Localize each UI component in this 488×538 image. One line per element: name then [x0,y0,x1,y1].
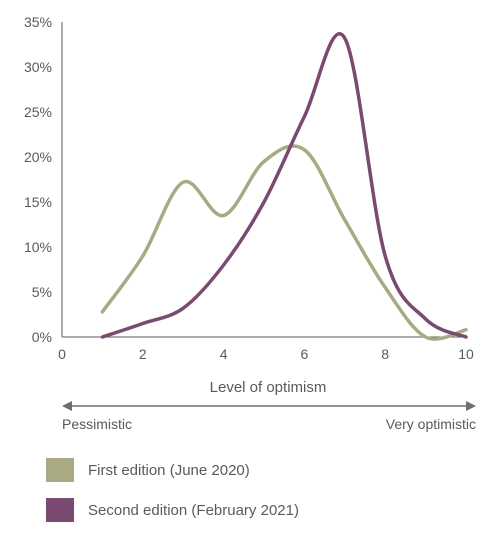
x-tick-label: 8 [381,346,389,362]
x-axis-label: Level of optimism [210,379,327,396]
pessimistic-label: Pessimistic [62,416,132,432]
legend-item-second-edition: Second edition (February 2021) [46,498,466,522]
y-tick-label: 25% [24,104,52,120]
labels-layer: Level of optimism Pessimistic Very optim… [62,379,476,432]
x-tick-label: 2 [139,346,147,362]
legend-swatch-second-edition [46,498,74,522]
x-tick-label: 6 [301,346,309,362]
series-layer [100,32,468,341]
y-tick-label: 35% [24,14,52,30]
y-tick-label: 10% [24,239,52,255]
y-tick-label: 20% [24,149,52,165]
axes-layer: 0% 5% 10% 15% 20% 25% 30% 35% 0 2 4 6 8 10 [24,14,474,362]
chart-container: 0% 5% 10% 15% 20% 25% 30% 35% 0 2 4 6 8 10 Level of o… [24,14,476,522]
arrow-left-icon [62,401,72,411]
line-chart: 0% 5% 10% 15% 20% 25% 30% 35% 0 2 4 6 8 10 Level of o… [24,14,476,432]
y-tick-label: 15% [24,194,52,210]
y-tick-label: 30% [24,59,52,75]
y-tick-label: 0% [32,329,52,345]
legend: First edition (June 2020) Second edition… [46,458,466,538]
x-tick-label: 10 [458,346,474,362]
series-line-first-edition [100,144,468,341]
legend-item-first-edition: First edition (June 2020) [46,458,466,482]
y-tick-label: 5% [32,284,52,300]
x-tick-label: 0 [58,346,66,362]
series-line-second-edition [100,32,468,339]
legend-swatch-first-edition [46,458,74,482]
x-tick-label: 4 [220,346,228,362]
arrow-right-icon [466,401,476,411]
legend-label-first-edition: First edition (June 2020) [88,461,250,479]
very-optimistic-label: Very optimistic [386,416,476,432]
legend-label-second-edition: Second edition (February 2021) [88,501,299,519]
